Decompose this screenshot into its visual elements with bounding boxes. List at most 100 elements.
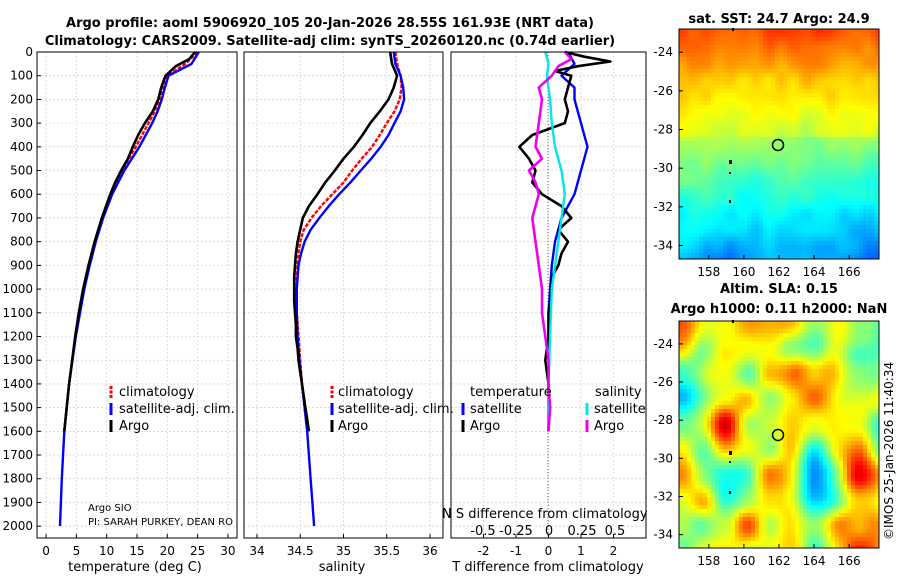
map-cell xyxy=(723,125,728,130)
map-cell xyxy=(787,37,792,42)
map-cell xyxy=(691,29,696,34)
map-cell xyxy=(839,401,844,406)
map-cell xyxy=(731,165,736,170)
map-cell xyxy=(775,341,780,346)
map-cell xyxy=(699,233,704,238)
difference-panel: -2 -1 0 1 2 T difference from climatology te… xyxy=(442,50,648,575)
map-cell xyxy=(763,101,768,106)
map-cell xyxy=(715,209,720,214)
map-cell xyxy=(783,453,788,458)
map-cell xyxy=(699,373,704,378)
map-cell xyxy=(711,341,716,346)
map-cell xyxy=(855,237,860,242)
map-cell xyxy=(815,249,820,254)
map-cell xyxy=(759,101,764,106)
map-cell xyxy=(839,177,844,182)
map-cell xyxy=(743,201,748,206)
map-cell xyxy=(867,77,872,82)
map-cell xyxy=(767,137,772,142)
map-cell xyxy=(827,417,832,422)
map-cell xyxy=(799,149,804,154)
map-cell xyxy=(751,401,756,406)
map-cell xyxy=(855,205,860,210)
map-cell xyxy=(871,221,876,226)
map-cell xyxy=(863,413,868,418)
map-cell xyxy=(767,85,772,90)
map-cell xyxy=(719,449,724,454)
map-cell xyxy=(859,133,864,138)
map-cell xyxy=(791,365,796,370)
map-cell xyxy=(827,197,832,202)
map-cell xyxy=(851,425,856,430)
map-cell xyxy=(763,461,768,466)
map-cell xyxy=(759,405,764,410)
map-cell xyxy=(735,57,740,62)
map-cell xyxy=(759,205,764,210)
map-cell xyxy=(683,77,688,82)
map-cell xyxy=(843,241,848,246)
map-cell xyxy=(819,45,824,50)
map-cell xyxy=(823,465,828,470)
map-cell xyxy=(739,153,744,158)
map-cell xyxy=(731,341,736,346)
map-cell xyxy=(831,365,836,370)
map-cell xyxy=(699,257,704,260)
map-cell xyxy=(775,121,780,126)
map-cell xyxy=(835,185,840,190)
map-cell xyxy=(751,101,756,106)
map-cell xyxy=(851,233,856,238)
map-cell xyxy=(695,245,700,250)
map-cell xyxy=(843,461,848,466)
map-cell xyxy=(719,421,724,426)
map-cell xyxy=(815,257,820,260)
map-cell xyxy=(871,321,876,326)
map-cell xyxy=(851,345,856,350)
map-cell xyxy=(727,145,732,150)
map-cell xyxy=(807,153,812,158)
map-cell xyxy=(739,341,744,346)
map-cell xyxy=(719,157,724,162)
map-cell xyxy=(779,329,784,334)
map-cell xyxy=(767,405,772,410)
map-cell xyxy=(731,461,736,466)
map-cell xyxy=(751,173,756,178)
map-cell xyxy=(679,237,684,242)
map-cell xyxy=(867,381,872,386)
map-cell xyxy=(783,73,788,78)
map-cell xyxy=(847,169,852,174)
map-cell xyxy=(839,353,844,358)
map-cell xyxy=(751,321,756,326)
map-cell xyxy=(775,361,780,366)
map-cell xyxy=(775,133,780,138)
map-cell xyxy=(831,369,836,374)
map-cell xyxy=(683,37,688,42)
map-cell xyxy=(835,429,840,434)
map-cell xyxy=(735,321,740,326)
map-cell xyxy=(711,253,716,258)
map-cell xyxy=(807,237,812,242)
map-cell xyxy=(763,145,768,150)
map-cell xyxy=(755,213,760,218)
map-cell xyxy=(863,241,868,246)
map-cell xyxy=(839,169,844,174)
map-cell xyxy=(855,257,860,260)
map-cell xyxy=(719,53,724,58)
map-cell xyxy=(751,213,756,218)
map-cell xyxy=(687,257,692,260)
map-cell xyxy=(711,237,716,242)
map-cell xyxy=(855,425,860,430)
map-cell xyxy=(695,325,700,330)
map-cell xyxy=(715,445,720,450)
map-cell xyxy=(779,381,784,386)
map-cell xyxy=(783,181,788,186)
map-cell xyxy=(815,161,820,166)
map-cell xyxy=(707,177,712,182)
map-cell xyxy=(855,445,860,450)
map-cell xyxy=(743,121,748,126)
map-cell xyxy=(683,397,688,402)
map-cell xyxy=(691,425,696,430)
map-cell xyxy=(811,105,816,110)
map-cell xyxy=(815,205,820,210)
map-cell xyxy=(807,193,812,198)
map-cell xyxy=(835,397,840,402)
